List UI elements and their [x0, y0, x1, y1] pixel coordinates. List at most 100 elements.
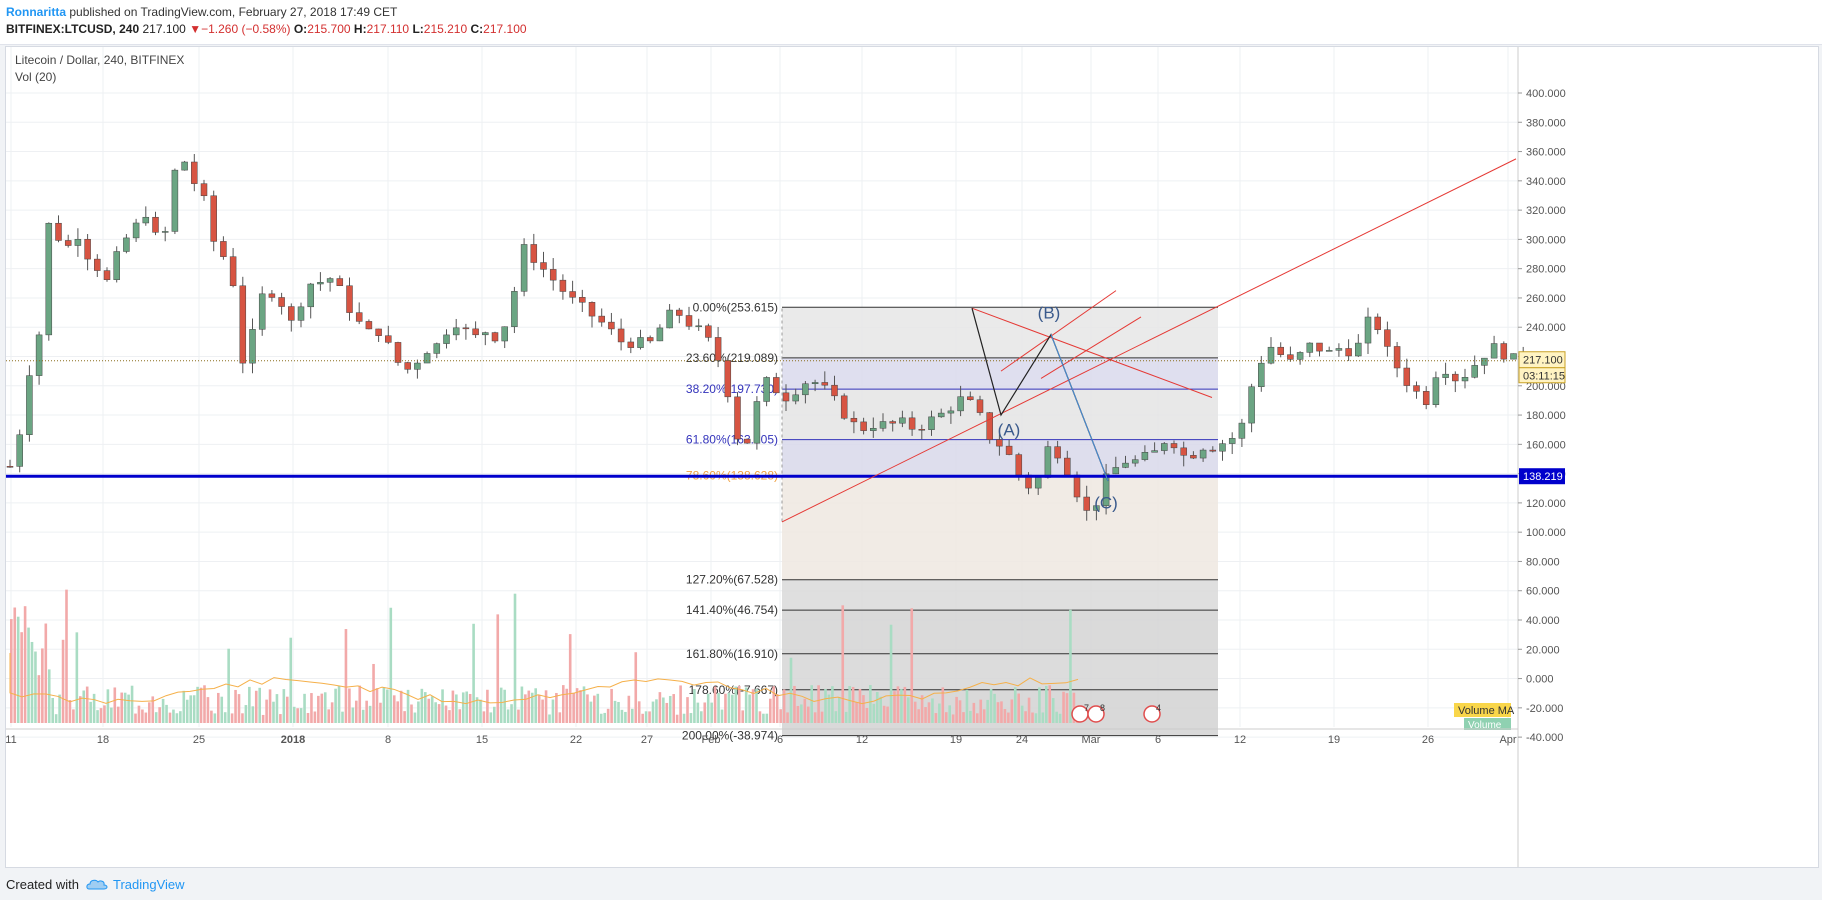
support-price-tag	[1519, 468, 1565, 485]
fib-zone	[782, 307, 1218, 358]
volume-bar	[865, 707, 869, 723]
volume-bar	[210, 710, 213, 723]
candle-body	[831, 384, 838, 397]
volume-bar	[493, 706, 496, 723]
time-tick-label: 12	[1234, 734, 1246, 746]
volume-bar	[599, 713, 603, 723]
candle-body	[1403, 367, 1411, 386]
candle-body	[161, 231, 169, 233]
volume-bar	[568, 634, 572, 723]
candle-body	[617, 328, 625, 343]
volume-bar	[700, 711, 703, 723]
volume-bar	[710, 702, 713, 723]
volume-bar	[134, 713, 137, 723]
volume-bar	[948, 705, 951, 723]
volume-bar	[893, 691, 896, 723]
volume-bar	[575, 688, 579, 723]
volume-bar	[437, 704, 441, 723]
volume-bar	[841, 605, 845, 723]
candle-body	[1452, 373, 1459, 382]
volume-bar	[524, 694, 527, 723]
volume-bar	[637, 701, 641, 723]
volume-bar	[872, 703, 876, 723]
volume-bar	[23, 606, 27, 723]
volume-bar	[458, 709, 462, 723]
candle-body	[695, 325, 702, 328]
time-tick-label: 25	[193, 734, 205, 746]
tradingview-brand-link[interactable]: TradingView	[113, 877, 185, 892]
price-tick-label: 80.000	[1526, 556, 1560, 568]
candle-body	[569, 291, 576, 298]
candle-body	[908, 417, 916, 430]
volume-bar	[41, 648, 44, 723]
candle-body	[394, 342, 402, 363]
volume-bar	[123, 692, 127, 723]
volume-bar	[627, 695, 631, 723]
chart-panel[interactable]: 0.00%(253.615) 23.60%(219.089) 38.20%(197.…	[5, 46, 1819, 868]
volume-bar	[769, 698, 772, 723]
candle-body	[501, 326, 508, 342]
candle-body	[258, 293, 266, 330]
wave-label: (B)	[1038, 303, 1061, 322]
fib-level-label: 38.20%(197.730)	[686, 382, 778, 396]
event-count: 7	[1084, 703, 1089, 713]
volume-bar	[844, 711, 848, 723]
volume-bar	[165, 704, 168, 723]
candle-body	[443, 334, 450, 344]
volume-bar	[989, 688, 993, 723]
candle-body	[559, 279, 567, 292]
event-count: 8	[1100, 703, 1105, 713]
candle-body	[1228, 438, 1236, 444]
volume-bar	[399, 690, 403, 723]
volume-bar	[486, 689, 489, 723]
price-tick-label: 380.000	[1526, 117, 1566, 129]
volume-bar	[962, 712, 965, 723]
volume-bar	[161, 698, 165, 723]
volume-bar	[58, 694, 61, 723]
volume-bar	[734, 686, 738, 723]
candle-body	[734, 396, 741, 440]
candle-body	[152, 216, 159, 233]
candle-body	[1209, 449, 1217, 452]
volume-bar	[275, 694, 279, 723]
candle-body	[1461, 377, 1469, 382]
volume-bar	[1007, 712, 1010, 723]
volume-bar	[430, 696, 434, 723]
volume-bar	[337, 685, 341, 723]
price-tick-label: 180.000	[1526, 410, 1566, 422]
ohlc-line: BITFINEX:LTCUSD, 240 217.100 ▼−1.260 (−0…	[6, 22, 527, 36]
volume-bar	[141, 709, 144, 723]
volume-bar	[748, 694, 751, 723]
price-tick-label: 160.000	[1526, 439, 1566, 451]
candle-body	[840, 395, 848, 419]
candle-body	[1102, 473, 1110, 506]
candle-body	[879, 421, 887, 429]
volume-bar	[589, 701, 593, 723]
volume-bar	[924, 707, 927, 723]
volume-bar	[503, 689, 506, 723]
volume-bar	[593, 695, 596, 723]
volume-bar	[424, 692, 427, 723]
candle-body	[452, 327, 460, 336]
candle-body	[627, 341, 635, 348]
volume-bar	[803, 698, 807, 723]
volume-bar	[772, 686, 776, 723]
volume-bar	[44, 623, 48, 723]
volume-bar	[389, 607, 393, 723]
price-chart[interactable]: 0.00%(253.615) 23.60%(219.089) 38.20%(197.…	[6, 47, 1818, 867]
volume-bar	[858, 689, 862, 723]
author-link[interactable]: Ronnaritta	[6, 5, 66, 19]
open-value: 215.700	[307, 22, 351, 36]
publish-info: published on TradingView.com, February 2…	[69, 5, 398, 19]
fib-retracement: 0.00%(253.615) 23.60%(219.089) 38.20%(197.…	[682, 300, 1218, 743]
candle-body	[1316, 342, 1323, 352]
close-value: 217.100	[483, 22, 527, 36]
volume-bar	[586, 694, 589, 723]
fib-zone	[782, 357, 1218, 390]
volume-bar	[979, 699, 983, 723]
volume-bar	[320, 693, 324, 723]
volume-bar	[251, 706, 255, 723]
volume-bar	[106, 689, 110, 723]
volume-bar	[920, 695, 924, 723]
volume-bar	[655, 699, 658, 723]
